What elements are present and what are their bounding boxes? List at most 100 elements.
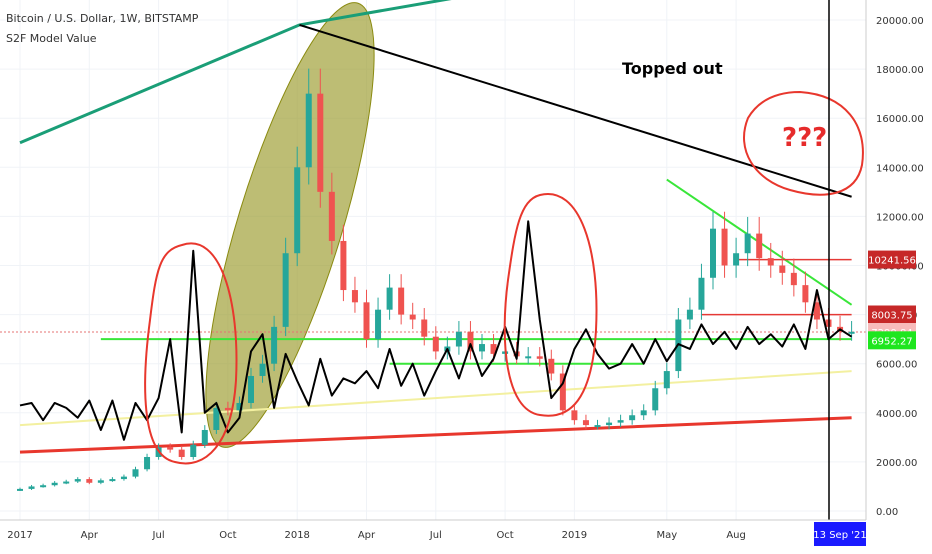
candle-body [51,482,58,486]
candle-body [525,356,532,359]
y-tick-label: 18000.00 [876,65,924,76]
candle-body [97,480,104,483]
candle-body [813,302,820,320]
red-circle-2019 [503,192,598,417]
candle-body [421,319,428,337]
y-tick-label: 16000.00 [876,114,924,125]
candle-body [640,410,647,416]
candle-body [756,233,763,259]
question-mark-annotation: ??? [782,123,827,153]
candle-body [409,314,416,320]
candle-body [686,309,693,320]
candle-body [351,290,358,303]
red-circle-qmark [743,90,864,196]
candle-body [213,407,220,430]
candle-body [236,402,243,411]
s2f-line-group [19,220,853,441]
chart-drawings [205,2,375,448]
black-descending-trendline [299,23,852,198]
y-tick-label: 4000.00 [876,409,917,420]
x-tick-label: Aug [726,530,746,541]
candle-body [317,93,324,192]
candle-body [663,371,670,389]
candle-body [259,363,266,376]
candle-body [710,228,716,278]
candle-body [86,479,93,483]
candle-body [17,488,23,491]
candle-body [536,356,543,359]
candle-body [328,191,335,241]
candle-body [767,258,774,266]
candle-body [733,253,740,266]
candle-body [144,456,151,470]
candle-body [109,479,116,482]
candle-body [248,375,254,403]
candle-body [744,233,751,254]
candle-body [28,486,35,489]
candle-body [617,420,624,423]
symbol-title: Bitcoin / U.S. Dollar, 1W, BITSTAMP [6,12,199,25]
price-label-text: 10241.56 [868,256,916,267]
y-tick-label: 6000.00 [876,360,917,371]
yellow-support-line [19,370,852,427]
candle-body [375,309,382,340]
x-tick-label: Apr [81,530,99,541]
candle-body [178,449,185,457]
x-tick-label: 2018 [284,530,309,541]
x-tick-label: May [656,530,677,541]
x-tick-label: Oct [496,530,513,541]
candle-body [571,410,578,421]
olive-bubble-ellipse [205,2,375,448]
candle-body [132,469,139,477]
candle-body [490,344,497,354]
candle-body [167,447,174,450]
candle-body [271,326,278,364]
candle-body [455,331,462,347]
red-circle-jul2017 [144,242,238,465]
x-tick-label: Apr [358,530,376,541]
candle-body [305,93,312,168]
time-axis-background [0,520,932,550]
candle-body [340,240,347,291]
candle-body [721,228,728,266]
candle-body [201,429,208,445]
y-tick-label: 20000.00 [876,16,924,27]
red-circle-marks: ??? [144,90,864,465]
price-label-text: 6952.27 [871,336,912,347]
candle-body [582,420,589,426]
price-label-text: 8003.75 [871,311,912,322]
topped-out-annotation: Topped out [622,59,723,78]
price-label-bg [868,305,916,324]
candle-body [398,287,405,315]
x-tick-label: Oct [219,530,236,541]
candle-body [698,277,705,310]
x-tick-label: 2017 [7,530,32,541]
candle-body [40,485,47,488]
candle-body [548,358,555,374]
candle-body [802,285,809,303]
candle-body [120,476,127,480]
price-label-bg [868,331,916,350]
crosshair-date-label: 13 Sep '21 [813,522,867,546]
candle-body [594,425,601,428]
y-tick-label: 2000.00 [876,458,917,469]
y-tick-label: 14000.00 [876,163,924,174]
candle-body [190,444,197,457]
crosshair-date-bg [814,522,866,546]
candle-body [294,167,301,254]
y-tick-label: 12000.00 [876,212,924,223]
candle-body [629,415,636,421]
candle-body [790,272,797,286]
candle-body [467,331,474,352]
x-axis-ticks: 2017 Apr Jul Oct 2018 Apr Jul Oct 2019 May Aug [7,530,746,541]
candle-body [224,407,231,411]
candle-body [652,388,659,411]
x-tick-label: 2019 [562,530,587,541]
y-tick-label: 0.00 [876,507,898,518]
crosshair-date-text: 13 Sep '21 [813,530,866,541]
candle-body [432,336,439,352]
candle-body [779,265,786,273]
